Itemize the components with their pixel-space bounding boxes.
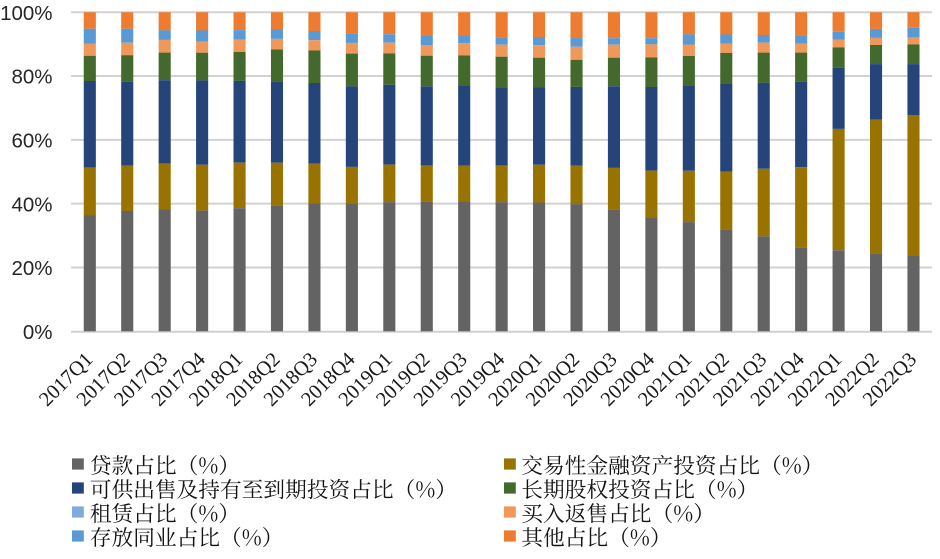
svg-text:0%: 0% bbox=[23, 321, 53, 344]
svg-text:60%: 60% bbox=[11, 129, 52, 152]
svg-text:40%: 40% bbox=[11, 193, 52, 216]
svg-text:100%: 100% bbox=[0, 2, 52, 25]
svg-text:80%: 80% bbox=[11, 66, 52, 89]
svg-text:20%: 20% bbox=[11, 257, 52, 280]
